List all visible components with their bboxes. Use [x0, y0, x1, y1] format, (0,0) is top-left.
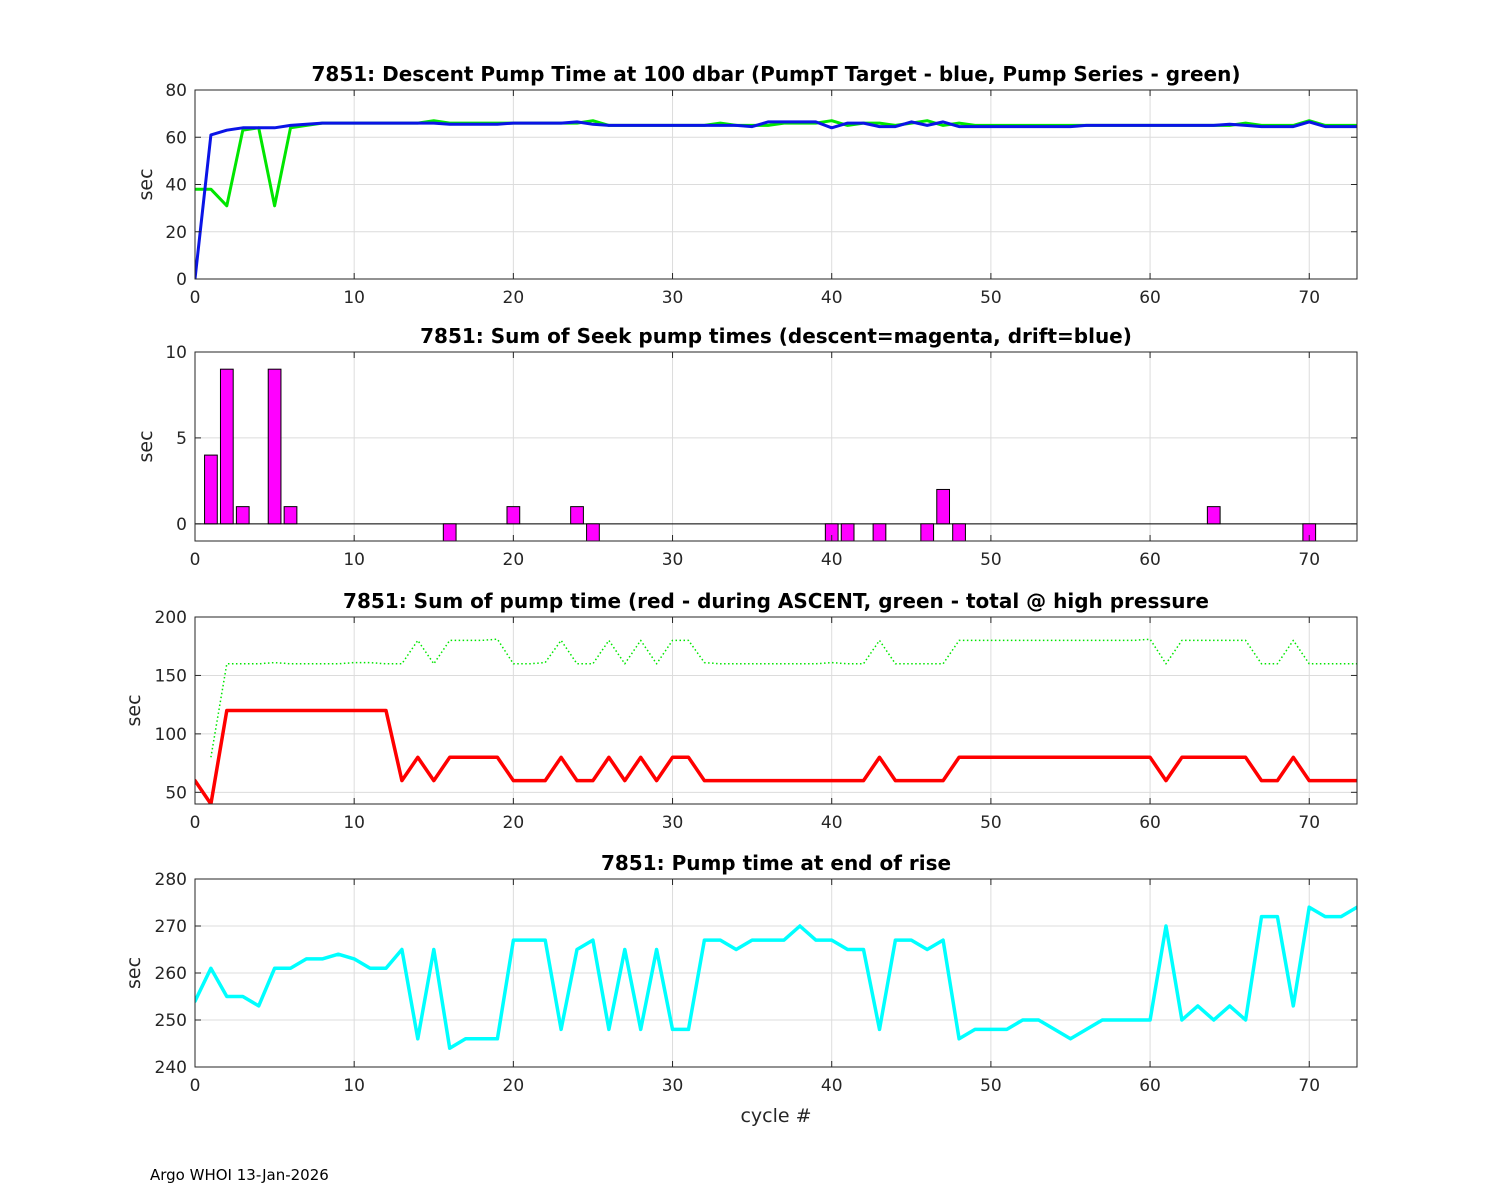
series-line-1 [195, 905, 1357, 1050]
x-tick-label: 20 [503, 1076, 525, 1096]
chart-title: 7851: Pump time at end of rise [601, 851, 951, 875]
y-tick-label: 20 [165, 223, 187, 243]
series-line-1 [195, 119, 1357, 208]
x-tick-label: 50 [980, 1076, 1002, 1096]
chart-title: 7851: Descent Pump Time at 100 dbar (Pum… [312, 62, 1241, 86]
x-tick-label: 10 [343, 1076, 365, 1096]
bar [1206, 506, 1221, 525]
plot-area [195, 638, 1357, 804]
y-axis-label: sec [135, 430, 157, 462]
bar [952, 523, 966, 541]
x-tick-label: 0 [190, 288, 201, 308]
bar [840, 523, 855, 541]
y-tick-label: 260 [155, 964, 187, 984]
bar [204, 454, 218, 525]
plot-area [195, 905, 1357, 1050]
x-tick-label: 40 [821, 813, 843, 833]
bar [506, 506, 521, 525]
y-tick-label: 40 [165, 176, 187, 196]
x-tick-label: 50 [980, 288, 1002, 308]
y-tick-label: 60 [165, 128, 187, 148]
x-tick-label: 0 [190, 550, 201, 570]
y-tick-label: 280 [155, 870, 187, 890]
chart-panel-2: 0 10 20 30 40 50 60 70 0 5 10 7851: Sum of Seek pum… [135, 324, 1358, 570]
y-tick-label: 250 [155, 1011, 187, 1031]
x-tick-label: 70 [1298, 550, 1320, 570]
y-axis-label: sec [123, 694, 145, 726]
bar [586, 523, 600, 541]
x-tick-label: 20 [503, 813, 525, 833]
series-line-2 [195, 120, 1357, 279]
x-tick-label: 40 [821, 550, 843, 570]
x-tick-label: 30 [662, 813, 684, 833]
x-tick-label: 10 [343, 813, 365, 833]
y-tick-label: 80 [165, 81, 187, 101]
chart-panel-3: 0 10 20 30 40 50 60 70 50 100 150 200 7851: Sum of p… [123, 589, 1358, 833]
x-axis-label: cycle # [740, 1105, 811, 1127]
x-tick-label: 0 [190, 813, 201, 833]
x-tick-label: 60 [1139, 813, 1161, 833]
chart-title: 7851: Sum of pump time (red - during ASC… [343, 589, 1209, 613]
y-axis-label: sec [123, 957, 145, 989]
x-tick-label: 50 [980, 813, 1002, 833]
y-axis-label: sec [135, 168, 157, 200]
x-tick-label: 60 [1139, 288, 1161, 308]
x-tick-label: 70 [1298, 288, 1320, 308]
bar [442, 523, 457, 541]
y-tick-label: 200 [155, 608, 187, 628]
x-tick-label: 50 [980, 550, 1002, 570]
chart-panel-4: 0 10 20 30 40 50 60 70 240 250 260 270 280 7851: Pump… [123, 851, 1358, 1127]
x-tick-label: 10 [343, 550, 365, 570]
x-tick-label: 70 [1298, 1076, 1320, 1096]
bar [219, 368, 234, 525]
plot-area [195, 119, 1357, 279]
x-tick-label: 0 [190, 1076, 201, 1096]
chart-panel-1: 0 10 20 30 40 50 60 70 0 20 40 60 80 7851: Descent Pu… [135, 62, 1358, 308]
bar [920, 523, 935, 541]
y-tick-label: 10 [165, 343, 187, 363]
bar [235, 506, 250, 525]
series-line-2 [195, 708, 1357, 804]
bar [570, 506, 584, 525]
y-tick-label: 100 [155, 725, 187, 745]
x-tick-label: 10 [343, 288, 365, 308]
y-tick-label: 0 [176, 515, 187, 535]
series-line-1 [210, 638, 1357, 758]
x-tick-label: 30 [662, 1076, 684, 1096]
bar [872, 523, 887, 541]
bar [283, 506, 298, 525]
y-tick-label: 150 [155, 666, 187, 686]
x-tick-label: 40 [821, 1076, 843, 1096]
y-tick-label: 240 [155, 1058, 187, 1078]
x-tick-label: 20 [503, 288, 525, 308]
y-tick-label: 50 [165, 783, 187, 803]
y-tick-label: 5 [176, 429, 187, 449]
x-tick-label: 70 [1298, 813, 1320, 833]
x-tick-label: 60 [1139, 1076, 1161, 1096]
axes-frame [194, 351, 1358, 542]
bar [936, 488, 951, 525]
bar [267, 368, 282, 525]
x-tick-label: 40 [821, 288, 843, 308]
x-tick-label: 60 [1139, 550, 1161, 570]
x-tick-label: 30 [662, 288, 684, 308]
x-tick-label: 20 [503, 550, 525, 570]
y-tick-label: 0 [176, 270, 187, 290]
footer-text: Argo WHOI 13-Jan-2026 [150, 1166, 329, 1184]
chart-title: 7851: Sum of Seek pump times (descent=ma… [420, 324, 1132, 348]
plot-area [195, 368, 1357, 541]
y-tick-label: 270 [155, 917, 187, 937]
x-tick-label: 30 [662, 550, 684, 570]
axes-frame [194, 616, 1358, 805]
